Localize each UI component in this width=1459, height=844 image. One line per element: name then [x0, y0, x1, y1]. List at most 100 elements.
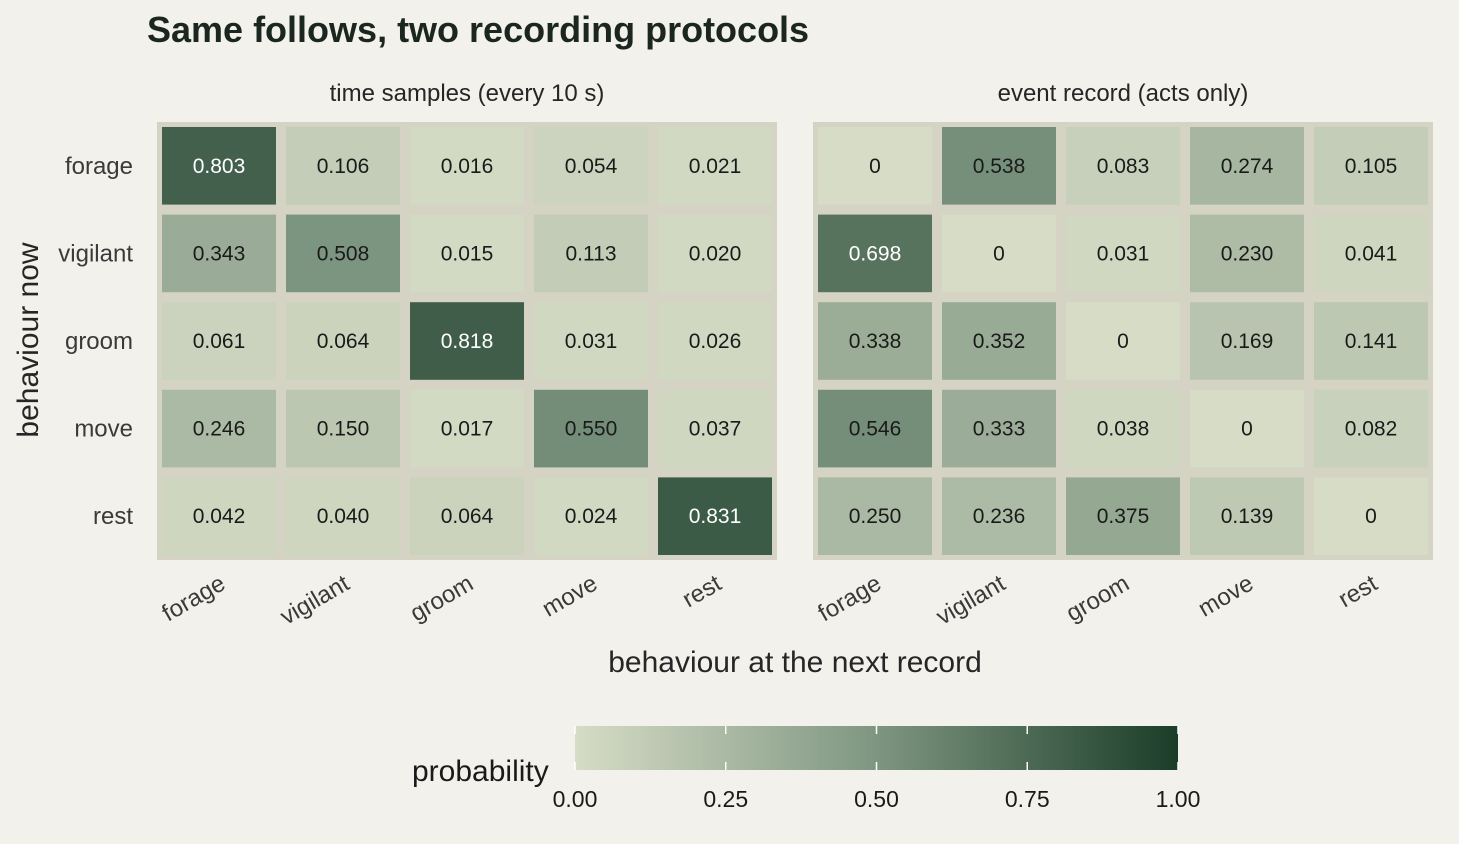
heatmap-cell — [410, 477, 524, 555]
heatmap-cell — [286, 477, 400, 555]
heatmap-cell — [162, 214, 276, 293]
heatmap-cell — [658, 127, 772, 205]
heatmap-cell — [162, 127, 276, 205]
x-tick-label: groom — [406, 570, 478, 627]
cell-value-label: 0.042 — [193, 505, 246, 528]
heatmap-cell — [942, 127, 1056, 205]
cell-value-label: 0.508 — [317, 242, 370, 265]
cell-value-label: 0.061 — [193, 330, 246, 353]
cell-value-label: 0.803 — [193, 155, 246, 178]
heatmap-cell — [1314, 127, 1428, 205]
x-tick-label: rest — [1334, 570, 1382, 614]
cell-value-label: 0 — [993, 242, 1005, 265]
heatmap-cell — [1190, 302, 1304, 380]
legend: probability 0.00 0.25 0.50 0.75 1.00 — [412, 726, 1200, 812]
heatmap-cell — [534, 389, 648, 468]
cell-value-label: 0.230 — [1221, 242, 1274, 265]
x-axis-title: behaviour at the next record — [608, 646, 982, 679]
heatmap-cell — [818, 389, 932, 468]
heatmap-cell — [1066, 477, 1180, 555]
heatmap-cell — [1066, 127, 1180, 205]
y-axis-title: behaviour now — [12, 242, 45, 437]
cell-value-label: 0.169 — [1221, 330, 1274, 353]
cell-value-label: 0.698 — [849, 242, 902, 265]
cell-value-label: 0.064 — [441, 505, 494, 528]
heatmap-cell — [286, 214, 400, 293]
heatmap-cell — [162, 389, 276, 468]
heatmap-cell — [534, 302, 648, 380]
cell-value-label: 0.113 — [566, 242, 617, 265]
cell-value-label: 0 — [1365, 505, 1377, 528]
heatmap-cell — [1066, 302, 1180, 380]
heatmap-cell — [1190, 477, 1304, 555]
chart-title: Same follows, two recording protocols — [147, 9, 809, 50]
panel-strip-label: time samples (every 10 s) — [330, 80, 605, 107]
cell-value-label: 0.831 — [689, 505, 742, 528]
heatmap-cell — [1314, 214, 1428, 293]
cell-value-label: 0.015 — [441, 242, 494, 265]
heatmap-cell — [818, 302, 932, 380]
x-tick-label: forage — [158, 570, 230, 627]
heatmap-cell — [1190, 127, 1304, 205]
heatmap-cell — [658, 389, 772, 468]
cell-value-label: 0 — [1241, 418, 1253, 441]
cell-value-label: 0.333 — [973, 418, 1026, 441]
x-tick-label: move — [1194, 570, 1258, 623]
y-tick-label: move — [74, 416, 133, 443]
heatmap-cell — [658, 477, 772, 555]
heatmap-cell — [534, 214, 648, 293]
cell-value-label: 0.818 — [441, 330, 494, 353]
heatmap-cell — [410, 214, 524, 293]
cell-value-label: 0.546 — [849, 418, 902, 441]
x-tick-label: forage — [814, 570, 886, 627]
heatmap-cell — [286, 302, 400, 380]
heatmap-cell — [410, 389, 524, 468]
cell-value-label: 0.352 — [973, 330, 1026, 353]
cell-value-label: 0.274 — [1221, 155, 1274, 178]
y-tick-label: groom — [65, 328, 133, 355]
heatmap-cell — [818, 477, 932, 555]
heatmap-cell — [658, 214, 772, 293]
heatmap-cell — [1190, 389, 1304, 468]
cell-value-label: 0 — [869, 155, 881, 178]
cell-value-label: 0.083 — [1097, 155, 1150, 178]
heatmap-cell — [942, 389, 1056, 468]
legend-title: probability — [412, 755, 549, 788]
cell-value-label: 0.375 — [1097, 505, 1150, 528]
heatmap-cell — [410, 302, 524, 380]
heatmap-cell — [942, 302, 1056, 380]
cell-value-label: 0.016 — [441, 155, 494, 178]
legend-tick-label: 0.25 — [703, 786, 748, 812]
cell-value-label: 0.141 — [1345, 330, 1398, 353]
cell-value-label: 0.020 — [689, 242, 742, 265]
cell-value-label: 0.246 — [193, 418, 246, 441]
cell-value-label: 0.038 — [1097, 418, 1150, 441]
x-tick-label: rest — [678, 570, 726, 614]
heatmap-cell — [534, 127, 648, 205]
heatmap-cell — [1066, 389, 1180, 468]
heatmap-cell — [162, 477, 276, 555]
cell-value-label: 0.139 — [1221, 505, 1274, 528]
panel-2: event record (acts only) 0 0.538 0.083 0.274… — [813, 80, 1433, 631]
y-tick-label: vigilant — [58, 240, 133, 267]
heatmap-cell — [286, 127, 400, 205]
heatmap-cell — [1314, 477, 1428, 555]
heatmap-cell — [410, 127, 524, 205]
heatmap-cell — [942, 214, 1056, 293]
y-tick-label: forage — [65, 153, 133, 180]
panels: time samples (every 10 s) 0.803 0.106 0.016… — [58, 80, 1433, 631]
heatmap-cell — [1314, 302, 1428, 380]
cell-value-label: 0.054 — [565, 155, 618, 178]
cell-value-label: 0.106 — [317, 155, 370, 178]
cell-value-label: 0.040 — [317, 505, 370, 528]
panel-1: time samples (every 10 s) 0.803 0.106 0.016… — [157, 80, 777, 631]
legend-tick-label: 1.00 — [1156, 786, 1201, 812]
heatmap-cell — [1314, 389, 1428, 468]
y-tick-label: rest — [93, 503, 133, 530]
cell-value-label: 0.041 — [1345, 242, 1398, 265]
cell-value-label: 0.026 — [689, 330, 742, 353]
legend-tick-label: 0.75 — [1005, 786, 1050, 812]
legend-tick-label: 0.00 — [553, 786, 598, 812]
cell-value-label: 0.064 — [317, 330, 370, 353]
